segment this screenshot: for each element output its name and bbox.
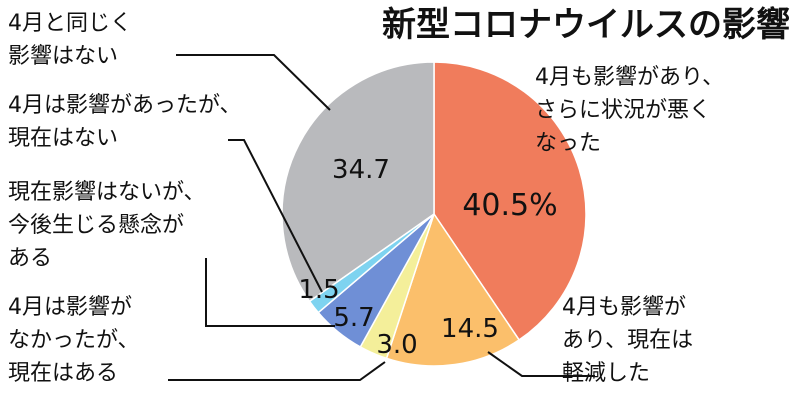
value-label-recovered: 1.5 [298, 275, 339, 305]
category-label-future-concern: 現在影響はないが、今後生じる懸念がある [8, 180, 206, 271]
category-label-no-impact: 4月と同じく影響はない [8, 11, 132, 69]
pie-slice-no-impact [281, 61, 435, 303]
leader-lines [168, 54, 595, 381]
category-label-line: ある [8, 246, 52, 271]
category-label-line: 4月と同じく [8, 11, 132, 36]
category-label-worse: 4月も影響があり、さらに状況が悪くなった [535, 65, 724, 156]
category-label-line: 現在はない [8, 126, 118, 151]
category-label-line: 現在影響はないが、 [8, 180, 206, 205]
pie-slice-worse [433, 61, 587, 341]
chart-title: 新型コロナウイルスの影響 [382, 5, 790, 45]
category-label-new-impact: 4月は影響がなかったが、現在はある [8, 295, 140, 386]
category-label-line: 軽減した [562, 361, 650, 386]
category-label-line: あり、現在は [562, 328, 693, 353]
leader-line-no-impact [176, 54, 331, 111]
category-labels: 4月も影響があり、さらに状況が悪くなった 4月も影響があり、現在は軽減した 4月は影… [8, 11, 724, 386]
value-label-no-impact: 34.7 [332, 155, 390, 185]
value-label-reduced: 14.5 [441, 314, 499, 344]
category-label-recovered: 4月は影響があったが、現在はない [8, 93, 242, 151]
category-label-line: なった [535, 131, 601, 156]
category-label-line: 4月は影響があったが、 [8, 93, 242, 118]
category-label-line: 影響はない [8, 44, 118, 69]
category-label-line: 現在はある [8, 361, 118, 386]
leader-line-new-impact [168, 361, 386, 381]
leader-line-recovered [228, 139, 323, 293]
category-label-line: 4月は影響が [8, 295, 132, 320]
category-label-reduced: 4月も影響があり、現在は軽減した [562, 295, 693, 386]
leader-line-reduced [487, 351, 595, 377]
category-label-line: 4月も影響があり、 [535, 65, 724, 90]
category-label-line: さらに状況が悪く [535, 98, 711, 123]
pie-slices [281, 61, 587, 367]
value-label-worse: 40.5% [462, 188, 557, 223]
value-label-future-concern: 5.7 [333, 303, 374, 333]
category-label-line: なかったが、 [8, 328, 140, 353]
value-label-new-impact: 3.0 [376, 330, 417, 360]
leader-line-future-concern [205, 258, 335, 327]
value-labels: 40.5% 14.5 3.05.71.5 34.7 [298, 155, 557, 360]
pie-slice-reduced [385, 212, 521, 367]
category-label-line: 4月も影響が [562, 295, 686, 320]
category-label-line: 今後生じる懸念が [8, 213, 184, 238]
